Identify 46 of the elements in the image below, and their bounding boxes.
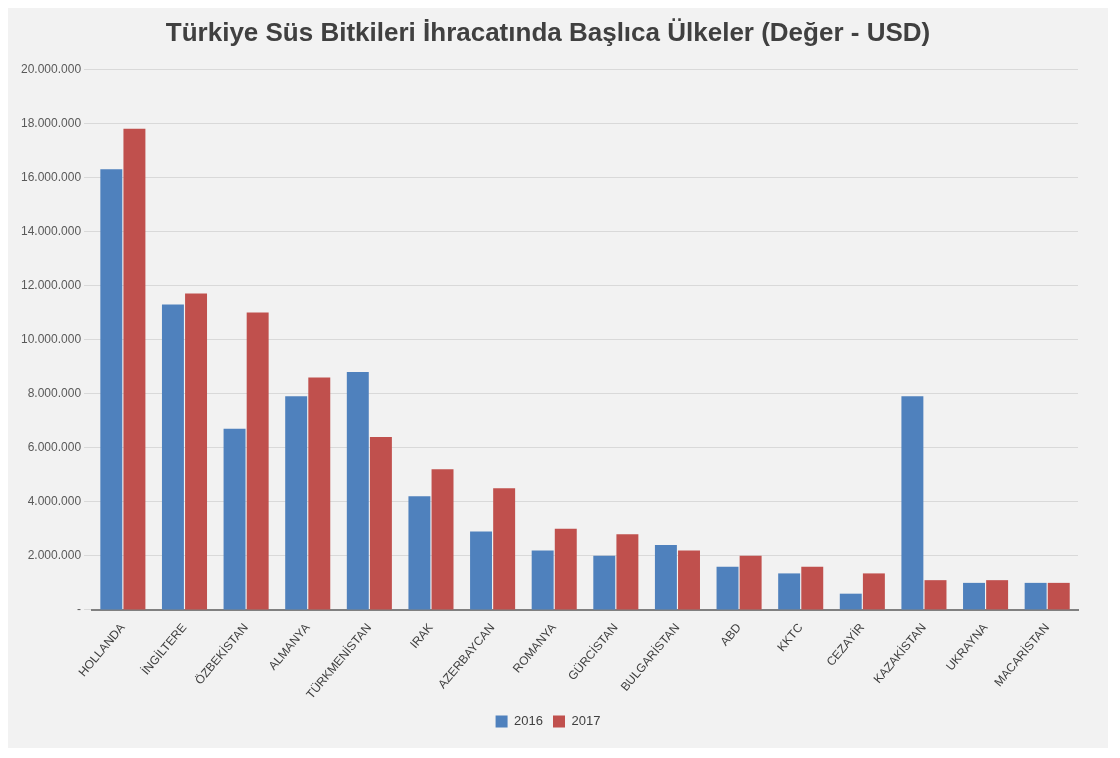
bar — [308, 377, 331, 610]
bar — [531, 550, 554, 610]
chart-title: Türkiye Süs Bitkileri İhracatında Başlıca Ülkeler (Değer - USD) — [165, 16, 931, 47]
bar — [100, 169, 123, 610]
bar — [963, 582, 985, 610]
bar — [924, 580, 947, 610]
legend-label: 2016 — [514, 713, 543, 729]
bar — [716, 566, 739, 610]
bar — [369, 436, 392, 610]
bar — [223, 428, 246, 610]
bar — [123, 128, 146, 610]
y-tick-label: 2.000.000 — [27, 548, 82, 563]
bar — [654, 545, 677, 610]
y-tick-label: 14.000.000 — [21, 223, 82, 238]
y-tick-label: 6.000.000 — [27, 440, 82, 455]
bar — [346, 372, 369, 610]
y-tick-label: 8.000.000 — [27, 385, 82, 400]
bar — [739, 555, 762, 610]
bar — [986, 580, 1009, 610]
y-tick-label: 10.000.000 — [21, 331, 82, 346]
bar — [493, 488, 516, 610]
bar — [616, 534, 639, 610]
bar — [161, 304, 184, 610]
legend-label: 2017 — [571, 713, 601, 729]
bar — [593, 555, 616, 610]
y-tick-label: 16.000.000 — [21, 169, 82, 184]
bar — [1024, 582, 1047, 610]
y-tick-label: - — [77, 602, 82, 617]
y-tick-label: 12.000.000 — [21, 277, 82, 292]
bar — [246, 312, 269, 610]
y-tick-label: 20.000.000 — [21, 61, 82, 76]
bar — [839, 593, 862, 610]
bar — [408, 496, 431, 610]
y-tick-label: 18.000.000 — [21, 115, 82, 130]
bar — [554, 528, 577, 610]
bar — [431, 469, 454, 610]
bar — [678, 550, 700, 610]
bar — [285, 396, 308, 610]
bar — [185, 293, 208, 610]
bar — [862, 573, 885, 610]
bar — [1047, 582, 1070, 610]
bar — [778, 573, 801, 610]
bar — [901, 396, 924, 610]
bar — [801, 566, 824, 610]
y-tick-label: 4.000.000 — [27, 494, 82, 509]
bar — [470, 531, 493, 610]
